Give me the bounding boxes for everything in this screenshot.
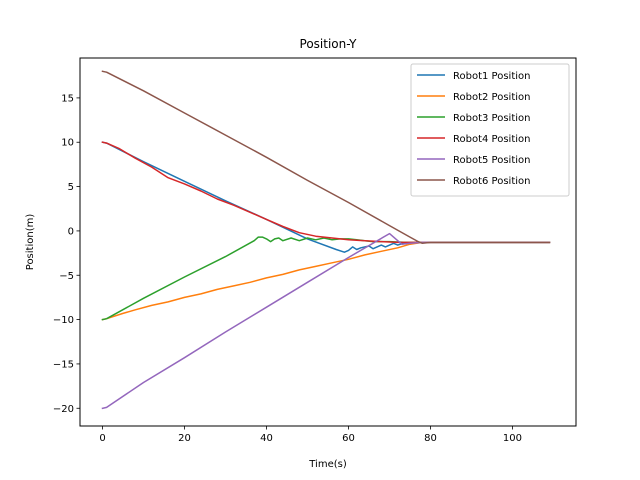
series-line-robot2: [101, 241, 551, 321]
y-tick-label: 15: [61, 93, 74, 104]
plot-frame: [79, 57, 577, 427]
legend: Robot1 Position Robot2 Position Robot3 Pos…: [410, 63, 570, 197]
series-group: [101, 70, 551, 410]
y-axis-label: Position(m): [25, 214, 36, 271]
y-tick-label: −15: [53, 359, 74, 370]
x-axis-label: Time(s): [308, 459, 347, 470]
x-tick-label: 80: [424, 433, 437, 444]
series-line-robot6: [101, 70, 551, 245]
y-tick-label: 5: [68, 182, 74, 193]
x-tick-label: 100: [503, 433, 522, 444]
x-axis-ticks: 0 20 40 60 80 100: [99, 426, 522, 444]
chart-title: Position-Y: [300, 37, 358, 51]
y-tick-label: −5: [59, 271, 74, 282]
x-tick-label: 20: [178, 433, 191, 444]
legend-label-robot3: Robot3 Position: [453, 113, 530, 124]
legend-label-robot6: Robot6 Position: [453, 176, 530, 187]
legend-label-robot5: Robot5 Position: [453, 155, 530, 166]
legend-label-robot2: Robot2 Position: [453, 92, 530, 103]
x-tick-label: 60: [342, 433, 355, 444]
y-tick-label: −10: [53, 315, 74, 326]
y-tick-label: 0: [68, 226, 74, 237]
legend-label-robot1: Robot1 Position: [453, 71, 530, 82]
y-tick-label: 10: [61, 138, 74, 149]
y-tick-label: −20: [53, 404, 74, 415]
legend-label-robot4: Robot4 Position: [453, 134, 530, 145]
y-axis-ticks: −20 −15 −10 −5 0 5 10 15: [53, 93, 80, 415]
x-tick-label: 0: [99, 433, 105, 444]
legend-box: [410, 63, 570, 197]
x-tick-label: 40: [260, 433, 273, 444]
